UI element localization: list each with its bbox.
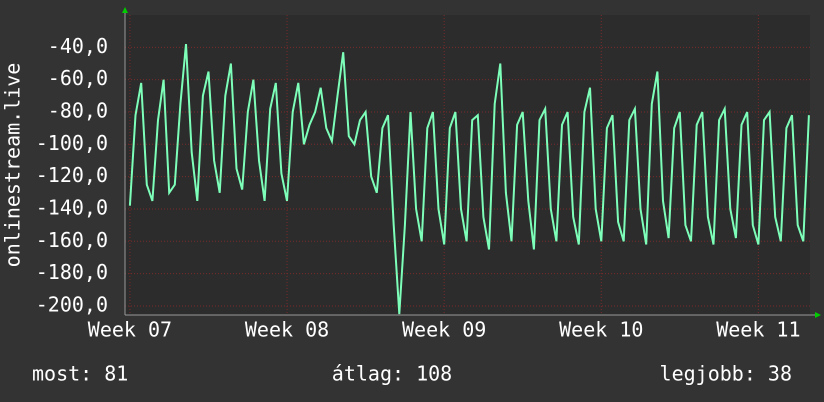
y-arrow: [122, 7, 128, 13]
data-line: [128, 44, 810, 315]
plot-area: [125, 15, 810, 315]
y-tick-label: -160,0: [36, 228, 108, 252]
y-axis-label: onlinestream.live: [1, 63, 25, 268]
x-tick-label: Week 10: [559, 318, 643, 342]
x-tick-label: Week 08: [245, 318, 329, 342]
y-tick-label: -60,0: [48, 66, 108, 90]
footer-average: átlag: 108: [332, 362, 452, 386]
y-tick-label: -200,0: [36, 292, 108, 316]
y-tick-label: -120,0: [36, 163, 108, 187]
y-tick-label: -140,0: [36, 195, 108, 219]
x-tick-label: Week 09: [402, 318, 486, 342]
y-tick-label: -40,0: [48, 34, 108, 58]
y-tick-label: -80,0: [48, 98, 108, 122]
y-tick-label: -100,0: [36, 131, 108, 155]
x-tick-label: Week 11: [716, 318, 800, 342]
footer-current: most: 81: [32, 362, 128, 386]
y-tick-label: -180,0: [36, 260, 108, 284]
x-tick-label: Week 07: [88, 318, 172, 342]
footer-best: legjobb: 38: [660, 362, 792, 386]
x-arrow: [815, 312, 821, 318]
